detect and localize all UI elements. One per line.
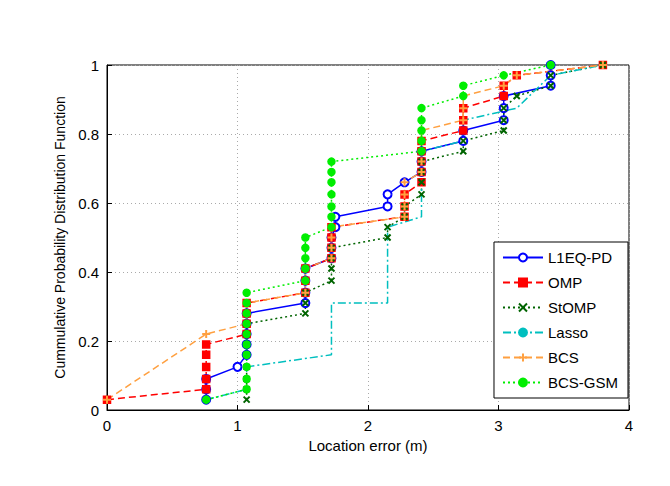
svg-text:0.4: 0.4	[78, 264, 99, 281]
svg-text:Location error (m): Location error (m)	[308, 437, 427, 454]
svg-text:0.8: 0.8	[78, 126, 99, 143]
svg-text:0.2: 0.2	[78, 333, 99, 350]
svg-text:StOMP: StOMP	[548, 299, 596, 316]
svg-text:3: 3	[494, 417, 502, 434]
svg-text:L1EQ-PD: L1EQ-PD	[548, 249, 612, 266]
svg-text:Cummulative Probability Distri: Cummulative Probability Distribution Fun…	[52, 96, 68, 378]
svg-text:1: 1	[233, 417, 241, 434]
svg-text:4: 4	[625, 417, 633, 434]
svg-text:Lasso: Lasso	[548, 324, 588, 341]
svg-text:0: 0	[91, 402, 99, 419]
svg-text:0.6: 0.6	[78, 195, 99, 212]
svg-text:BCS: BCS	[548, 349, 579, 366]
svg-text:0: 0	[103, 417, 111, 434]
svg-text:BCS-GSM: BCS-GSM	[548, 374, 618, 391]
svg-text:OMP: OMP	[548, 274, 582, 291]
svg-text:2: 2	[364, 417, 372, 434]
svg-text:1: 1	[91, 57, 99, 74]
